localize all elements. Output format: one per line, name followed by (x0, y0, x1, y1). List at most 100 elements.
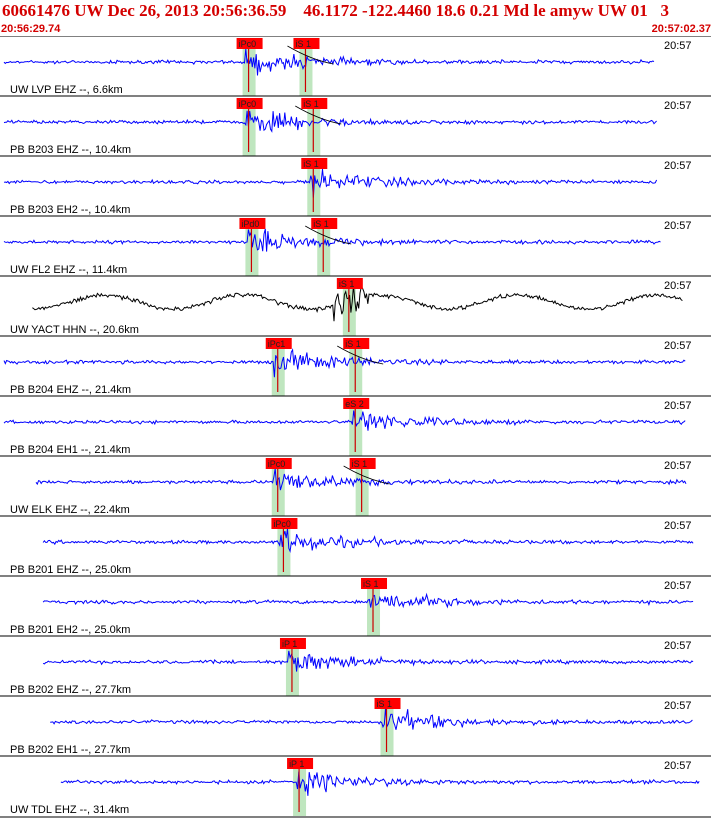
trace-time-label: 20:57 (664, 640, 692, 652)
pick-marker[interactable] (236, 38, 263, 49)
station-label: PB B202 EH1 --, 27.7km (10, 744, 130, 756)
trace-panel[interactable]: iPc0 20:57 PB B201 EHZ --, 25.0km (0, 515, 711, 576)
waveform-trace (35, 468, 687, 491)
pick-marker[interactable] (349, 458, 376, 469)
station-label-bg (8, 442, 140, 455)
pick-label: iS 1 (339, 279, 355, 289)
pick-label: iPc1 (268, 339, 286, 349)
trace-panel[interactable]: iP 1 20:57 UW TDL EHZ --, 31.4km (0, 755, 711, 816)
pick-marker[interactable] (265, 458, 292, 469)
time-label-box (661, 278, 707, 291)
pick-marker[interactable] (343, 338, 370, 349)
pick-label: iPc0 (273, 519, 291, 529)
trace-time-label: 20:57 (664, 280, 692, 292)
coda-curve (343, 465, 390, 485)
station-label: PB B202 EHZ --, 27.7km (10, 684, 131, 696)
pick-marker[interactable] (293, 38, 320, 49)
trace-panel[interactable]: iPc1 iS 1 20:57 PB B204 EHZ --, 21.4km (0, 335, 711, 396)
waveform-trace (42, 528, 694, 554)
pick-marker[interactable] (239, 218, 266, 229)
coda-curve (337, 345, 384, 365)
time-label-box (661, 338, 707, 351)
pick-marker[interactable] (271, 518, 298, 529)
trace-panel[interactable]: iPd0 iS 1 20:57 UW FL2 EHZ --, 11.4km (0, 215, 711, 276)
station-label-bg (8, 622, 140, 635)
pick-label: iPc0 (268, 459, 286, 469)
time-label-box (661, 518, 707, 531)
time-label-box (661, 578, 707, 591)
station-label-bg (8, 742, 140, 755)
record-header: 60661476 UW Dec 26, 2013 20:56:36.59 46.… (0, 0, 711, 36)
waveform-trace (50, 706, 693, 730)
waveform-trace (3, 348, 686, 378)
trace-panel[interactable]: iPc0 iS 1 20:57 UW ELK EHZ --, 22.4km (0, 455, 711, 516)
pick-marker[interactable] (236, 98, 263, 109)
trace-panel[interactable]: iPc0 iS 1 20:57 UW LVP EHZ --, 6.6km (0, 36, 711, 96)
station-label-bg (8, 382, 140, 395)
waveform-trace (60, 771, 700, 796)
trace-time-label: 20:57 (664, 700, 692, 712)
pick-label: iS 1 (295, 39, 311, 49)
coda-curve (305, 225, 352, 245)
time-label-box (661, 458, 707, 471)
trace-panel[interactable]: iS 1 20:57 PB B202 EH1 --, 27.7km (0, 695, 711, 756)
waveform-trace (32, 285, 683, 322)
pick-label: iP 1 (282, 639, 297, 649)
pick-marker[interactable] (311, 218, 338, 229)
pick-label: iP 1 (289, 759, 304, 769)
event-title: 60661476 UW Dec 26, 2013 20:56:36.59 46.… (2, 1, 670, 20)
station-label: PB B201 EH2 --, 25.0km (10, 624, 130, 636)
pick-label: iS 1 (363, 579, 379, 589)
pick-label: iPc0 (239, 99, 257, 109)
station-label-bg (8, 142, 140, 155)
pick-marker[interactable] (301, 98, 328, 109)
pick-label: iS 1 (345, 339, 361, 349)
trace-panel[interactable]: iS 1 20:57 PB B203 EH2 --, 10.4km (0, 155, 711, 216)
pick-marker[interactable] (301, 158, 328, 169)
trace-time-label: 20:57 (664, 340, 692, 352)
pick-label: iPd0 (241, 219, 259, 229)
pick-marker[interactable] (336, 278, 363, 289)
pick-marker[interactable] (374, 698, 401, 709)
waveform-trace (3, 228, 661, 252)
trace-time-label: 20:57 (664, 40, 692, 52)
coda-curve (295, 105, 342, 125)
station-label-bg (8, 202, 140, 215)
station-label-bg (8, 682, 140, 695)
station-label: UW LVP EHZ --, 6.6km (10, 84, 123, 96)
station-label: UW TDL EHZ --, 31.4km (10, 804, 129, 816)
trace-panel[interactable]: iP 1 20:57 PB B202 EHZ --, 27.7km (0, 635, 711, 696)
station-label-bg (8, 262, 140, 275)
time-label-box (661, 218, 707, 231)
window-end-time: 20:57:02.37 (651, 23, 711, 35)
waveform-trace (42, 592, 694, 609)
pick-marker[interactable] (343, 398, 370, 409)
station-label: PB B203 EHZ --, 10.4km (10, 144, 131, 156)
trace-panel[interactable]: eS 2 20:57 PB B204 EH1 --, 21.4km (0, 395, 711, 456)
waveform-trace (3, 48, 655, 76)
window-start-time: 20:56:29.74 (1, 23, 61, 35)
time-label-box (661, 758, 707, 771)
time-label-box (661, 158, 707, 171)
seismogram-panel[interactable]: iPc0 iS 1 20:57 UW LVP EHZ --, 6.6km iPc0 iS … (0, 36, 711, 818)
trace-time-label: 20:57 (664, 580, 692, 592)
pick-marker[interactable] (361, 578, 388, 589)
pick-label: eS 2 (345, 399, 364, 409)
trace-time-label: 20:57 (664, 220, 692, 232)
pick-marker[interactable] (279, 638, 306, 649)
station-label-bg (8, 562, 140, 575)
trace-panel[interactable]: iS 1 20:57 UW YACT HHN --, 20.6km (0, 275, 711, 336)
station-label: UW YACT HHN --, 20.6km (10, 324, 139, 336)
station-label-bg (8, 502, 140, 515)
trace-time-label: 20:57 (664, 520, 692, 532)
trace-panel[interactable]: iS 1 20:57 PB B201 EH2 --, 25.0km (0, 575, 711, 636)
trace-time-label: 20:57 (664, 760, 692, 772)
time-label-box (661, 638, 707, 651)
pick-marker[interactable] (287, 758, 314, 769)
station-label: UW ELK EHZ --, 22.4km (10, 504, 130, 516)
station-label: PB B201 EHZ --, 25.0km (10, 564, 131, 576)
pick-label: iS 1 (352, 459, 368, 469)
time-label-box (661, 38, 707, 51)
pick-marker[interactable] (265, 338, 292, 349)
trace-panel[interactable]: iPc0 iS 1 20:57 PB B203 EHZ --, 10.4km (0, 95, 711, 156)
